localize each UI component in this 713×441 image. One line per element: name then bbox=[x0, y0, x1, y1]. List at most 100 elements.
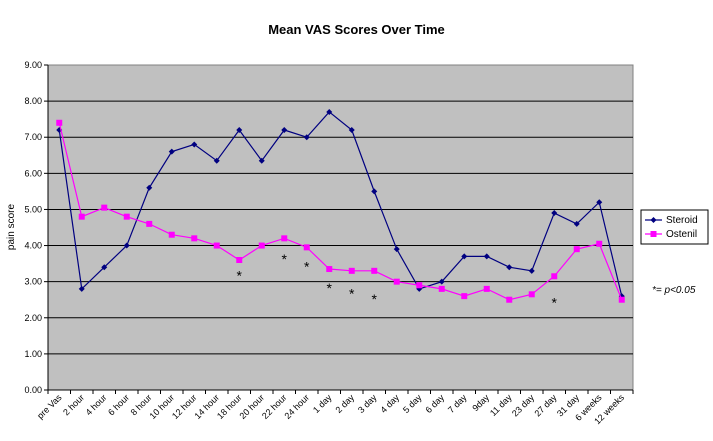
legend-marker-steroid bbox=[650, 217, 657, 223]
data-point-ostenil bbox=[168, 231, 175, 238]
data-point-ostenil bbox=[303, 244, 310, 251]
significance-annotation: *= p<0.05 bbox=[652, 285, 696, 296]
data-point-steroid bbox=[528, 267, 535, 274]
data-point-ostenil bbox=[56, 119, 63, 126]
data-point-ostenil bbox=[281, 235, 288, 242]
y-tick-label: 1.00 bbox=[24, 349, 42, 359]
data-point-ostenil bbox=[236, 257, 243, 263]
data-point-steroid bbox=[326, 108, 333, 115]
data-point-steroid bbox=[168, 148, 175, 155]
x-tick-label: 1 day bbox=[311, 392, 334, 415]
data-point-steroid bbox=[551, 210, 558, 217]
data-point-ostenil bbox=[506, 296, 513, 303]
grid-lines bbox=[48, 100, 633, 355]
data-point-ostenil bbox=[146, 220, 153, 227]
data-point-steroid bbox=[461, 253, 468, 260]
data-point-steroid bbox=[348, 127, 355, 133]
legend-label-steroid: Steroid bbox=[666, 215, 698, 226]
data-point-ostenil bbox=[213, 242, 220, 249]
plot-area bbox=[47, 64, 634, 391]
data-point-steroid bbox=[483, 253, 490, 260]
x-tick-label: 7 day bbox=[446, 392, 469, 415]
data-point-steroid bbox=[596, 199, 603, 206]
data-point-steroid bbox=[258, 157, 265, 164]
data-point-steroid bbox=[123, 242, 130, 249]
data-point-ostenil bbox=[258, 242, 265, 249]
data-point-steroid bbox=[236, 127, 243, 133]
y-tick-label: 0.00 bbox=[24, 385, 42, 395]
data-point-ostenil bbox=[483, 285, 490, 292]
series-steroid bbox=[56, 108, 625, 300]
legend-marker-ostenil bbox=[650, 231, 657, 237]
data-point-ostenil bbox=[551, 273, 558, 280]
x-tick-label: 3 day bbox=[356, 392, 379, 415]
x-tick-label: 24 hour bbox=[283, 392, 312, 421]
series-ostenil bbox=[56, 119, 625, 303]
significance-star: * bbox=[552, 295, 558, 311]
y-tick-label: 3.00 bbox=[24, 277, 42, 287]
data-point-steroid bbox=[213, 157, 220, 164]
significance-star: * bbox=[282, 251, 288, 267]
y-tick-label: 7.00 bbox=[24, 132, 42, 142]
y-axis-ticks: 0.00 1.00 2.00 3.00 4.00 5.00 6.00 7.00 8.00 9.00 bbox=[24, 60, 49, 395]
data-point-steroid bbox=[191, 141, 198, 148]
legend-box bbox=[640, 209, 709, 245]
y-tick-label: 4.00 bbox=[24, 241, 42, 251]
series-line-ostenil bbox=[58, 122, 623, 301]
y-tick-label: 8.00 bbox=[24, 96, 42, 106]
y-tick-label: 9.00 bbox=[24, 60, 42, 70]
data-point-ostenil bbox=[191, 235, 198, 242]
data-point-ostenil bbox=[101, 204, 108, 211]
x-tick-label: 6 hour bbox=[106, 392, 131, 417]
x-tick-label: 4 day bbox=[379, 392, 402, 415]
significance-star: * bbox=[327, 280, 333, 296]
chart-title: Mean VAS Scores Over Time bbox=[268, 22, 445, 37]
significance-star: * bbox=[349, 286, 355, 302]
data-point-ostenil bbox=[438, 285, 445, 292]
legend: Steroid Ostenil bbox=[640, 209, 709, 245]
data-point-steroid bbox=[393, 246, 400, 253]
legend-label-ostenil: Ostenil bbox=[666, 229, 697, 240]
y-tick-label: 2.00 bbox=[24, 313, 42, 323]
data-point-steroid bbox=[506, 264, 513, 271]
data-point-ostenil bbox=[596, 240, 603, 247]
data-point-ostenil bbox=[528, 291, 535, 298]
x-tick-label: 27 day bbox=[532, 392, 559, 419]
x-tick-label: pre Vas bbox=[35, 392, 64, 421]
data-point-ostenil bbox=[123, 213, 130, 220]
significance-star: * bbox=[237, 267, 243, 283]
data-point-ostenil bbox=[371, 267, 378, 274]
data-point-steroid bbox=[146, 184, 153, 191]
data-point-ostenil bbox=[461, 293, 468, 300]
x-tick-label: 4 hour bbox=[84, 392, 109, 417]
data-point-ostenil bbox=[618, 296, 625, 303]
significance-star: * bbox=[304, 258, 310, 274]
data-point-ostenil bbox=[393, 278, 400, 285]
series-layer bbox=[56, 108, 625, 303]
x-tick-label: 6 day bbox=[424, 392, 447, 415]
data-point-steroid bbox=[78, 285, 85, 292]
data-point-steroid bbox=[438, 278, 445, 285]
data-point-steroid bbox=[573, 220, 580, 227]
significance-star: * bbox=[372, 291, 378, 307]
data-point-ostenil bbox=[348, 267, 355, 274]
series-line-steroid bbox=[58, 111, 623, 297]
data-point-ostenil bbox=[416, 282, 423, 289]
x-tick-label: 23 day bbox=[510, 392, 537, 419]
data-point-steroid bbox=[303, 134, 310, 141]
data-point-ostenil bbox=[78, 213, 85, 220]
x-tick-label: 5 day bbox=[401, 392, 424, 415]
x-tick-label: 11 day bbox=[488, 392, 514, 418]
y-tick-label: 6.00 bbox=[24, 168, 42, 178]
data-point-steroid bbox=[101, 264, 108, 271]
data-point-steroid bbox=[371, 188, 378, 195]
significance-marks: * * * * * * * bbox=[237, 251, 558, 310]
data-point-ostenil bbox=[326, 266, 333, 273]
y-tick-label: 5.00 bbox=[24, 204, 42, 214]
y-axis-label: pain score bbox=[6, 203, 17, 250]
x-tick-label: 2 day bbox=[334, 392, 357, 415]
data-point-steroid bbox=[281, 127, 288, 133]
x-tick-label: 2 hour bbox=[61, 392, 86, 417]
